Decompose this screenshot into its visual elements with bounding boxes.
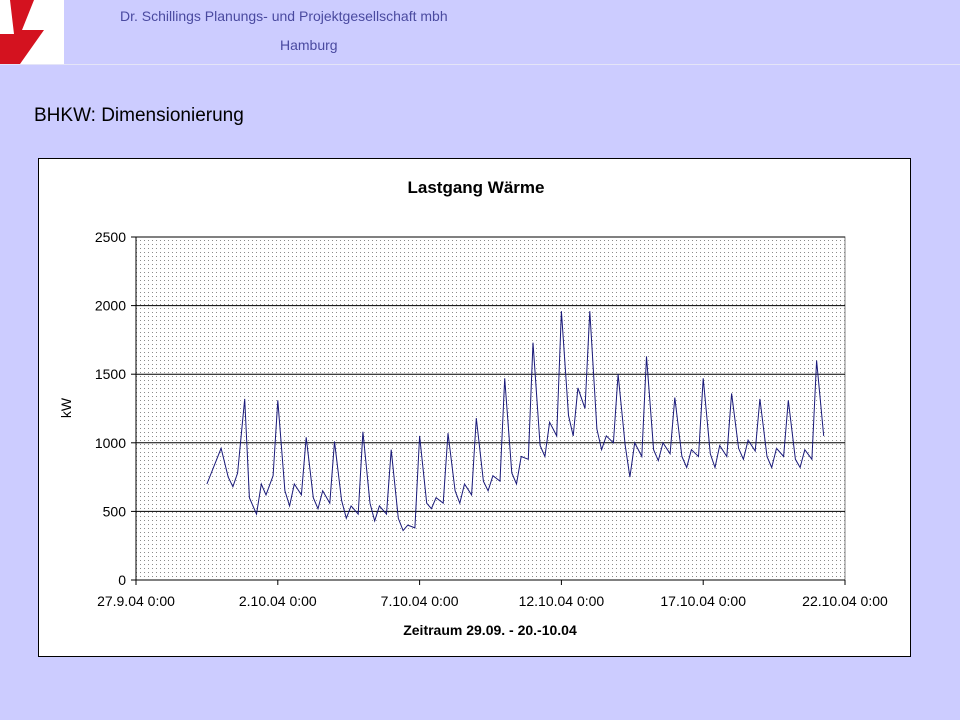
y-tick-label-0: 0	[118, 572, 126, 588]
slide-title: BHKW: Dimensionierung	[34, 105, 244, 126]
company-name: Dr. Schillings Planungs- und Projektgese…	[120, 8, 448, 24]
x-tick-label-4: 17.10.04 0:00	[660, 593, 746, 609]
chart-title: Lastgang Wärme	[408, 178, 545, 197]
x-axis-ticks: 27.9.04 0:00 2.10.04 0:00 7.10.04 0:00 12.1…	[97, 580, 888, 609]
x-tick-label-5: 22.10.04 0:00	[802, 593, 888, 609]
header-band: Dr. Schillings Planungs- und Projektgese…	[0, 0, 960, 65]
company-city: Hamburg	[280, 37, 338, 53]
plot-area	[135, 236, 846, 581]
line-chart: Lastgang Wärme 0 500 1000 1500 2000 2500 27.9…	[58, 178, 888, 638]
series-line	[206, 311, 825, 532]
x-axis-label: Zeitraum 29.09. - 20.-10.04	[403, 622, 577, 638]
y-tick-label-4: 2000	[95, 298, 126, 314]
x-tick-label-2: 7.10.04 0:00	[381, 593, 459, 609]
y-tick-label-5: 2500	[95, 229, 126, 245]
y-axis-ticks: 0 500 1000 1500 2000 2500	[95, 229, 136, 588]
y-tick-label-3: 1500	[95, 366, 126, 382]
x-tick-label-1: 2.10.04 0:00	[239, 593, 317, 609]
company-logo	[0, 0, 64, 64]
x-tick-label-3: 12.10.04 0:00	[519, 593, 605, 609]
chart-container: Lastgang Wärme 0 500 1000 1500 2000 2500 27.9…	[38, 158, 911, 657]
gridlines	[136, 236, 845, 512]
y-tick-label-2: 1000	[95, 435, 126, 451]
x-tick-label-0: 27.9.04 0:00	[97, 593, 175, 609]
y-axis-label: kW	[58, 397, 74, 418]
y-tick-label-1: 500	[103, 503, 127, 519]
